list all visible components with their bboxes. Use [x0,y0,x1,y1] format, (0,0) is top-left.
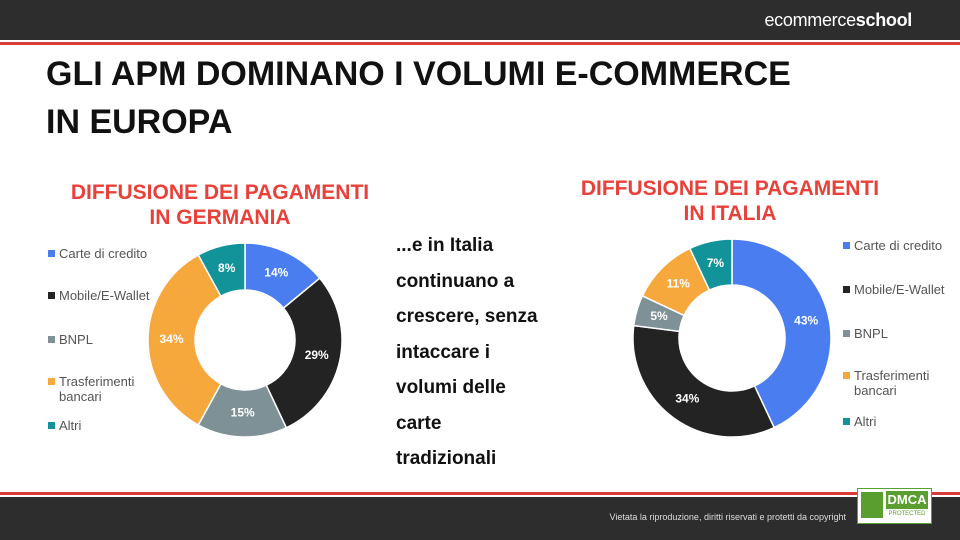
legend-swatch [48,336,55,343]
body-line: tradizionali [396,448,497,469]
legend-item: Mobile/E-Wallet [843,282,953,297]
data-label: 5% [650,309,668,323]
chart-title-line: IN GERMANIA [149,206,291,229]
legend-swatch [843,418,850,425]
title-line: GLI APM DOMINANO I VOLUMI E-COMMERCE [46,55,791,93]
slide-title: GLI APM DOMINANO I VOLUMI E-COMMERCE IN … [46,50,791,146]
legend-label: BNPL [59,332,93,347]
data-label: 8% [218,261,236,275]
chart-title-line: DIFFUSIONE DEI PAGAMENTI [70,181,370,204]
body-line: ...e in Italia [396,235,494,256]
chart-title-line: IN ITALIA [683,202,777,225]
legend-label: Carte di credito [854,238,943,253]
body-line: intaccare i [396,341,490,363]
data-label: 11% [667,276,691,290]
chart-title: DIFFUSIONE DEI PAGAMENTI IN GERMANIA [60,180,380,230]
body-line: crescere, senza [396,306,538,327]
legend-label: Trasferimenti bancari [854,368,930,398]
copyright-note: Vietata la riproduzione, diritti riserva… [609,512,846,522]
data-label: 15% [231,406,255,420]
body-line: volumi delle [396,377,506,398]
legend-swatch [843,286,850,293]
data-label: 43% [794,314,818,328]
legend-item: Carte di credito [843,238,953,253]
legend-label: Trasferimenti bancari [59,374,135,404]
legend-swatch [48,250,55,257]
bottom-rule [0,492,960,495]
legend-swatch [48,378,55,385]
badge-text: DMCA [886,491,928,509]
legend-item: Carte di credito [48,246,158,261]
legend-swatch [48,422,55,429]
data-label: 34% [159,332,183,346]
donut-segment [244,242,321,310]
legend-swatch [843,372,850,379]
brand-light: ecommerce [764,10,856,30]
lock-icon [861,492,883,518]
top-bar [0,0,960,40]
body-text: ...e in Italia continuano a crescere, senz… [396,228,538,477]
legend-swatch [843,330,850,337]
donut-segment [731,238,832,429]
legend-label: Altri [59,418,82,433]
brand: ecommerceschool [764,10,912,31]
legend-swatch [843,242,850,249]
data-label: 29% [305,348,329,362]
donut-segment [688,238,733,292]
top-rule [0,42,960,45]
legend-item: Trasferimenti bancari [843,368,953,398]
chart-title-line: DIFFUSIONE DEI PAGAMENTI [580,177,880,200]
chart-title: DIFFUSIONE DEI PAGAMENTI IN ITALIA [560,176,900,226]
legend-item: BNPL [843,326,953,341]
body-line: continuano a [396,270,515,292]
legend-label: Mobile/E-Wallet [854,282,945,297]
legend-label: Altri [854,414,877,429]
donut-segment [632,294,686,333]
badge-sub: PROTECTED [888,511,926,517]
donut-segment [197,382,288,438]
donut-segment [632,324,776,438]
legend-label: Carte di credito [59,246,148,261]
title-line: IN EUROPA [46,103,233,141]
legend-label: BNPL [854,326,888,341]
legend-item: Altri [843,414,953,429]
legend-item: BNPL [48,332,158,347]
donut-segment [265,277,343,429]
data-label: 7% [707,256,725,270]
bottom-bar [0,497,960,540]
donut-segment [641,247,711,317]
legend-label: Mobile/E-Wallet [59,288,150,303]
legend-item: Mobile/E-Wallet [48,288,158,303]
legend-swatch [48,292,55,299]
dmca-badge[interactable]: DMCA PROTECTED [857,488,932,524]
data-label: 34% [675,392,699,406]
legend-item: Altri [48,418,158,433]
donut-segment [197,242,246,298]
brand-bold: school [855,10,913,30]
body-line: carte [396,412,442,434]
data-label: 14% [264,266,288,280]
donut-segment [147,253,222,427]
legend-item: Trasferimenti bancari [48,374,158,404]
